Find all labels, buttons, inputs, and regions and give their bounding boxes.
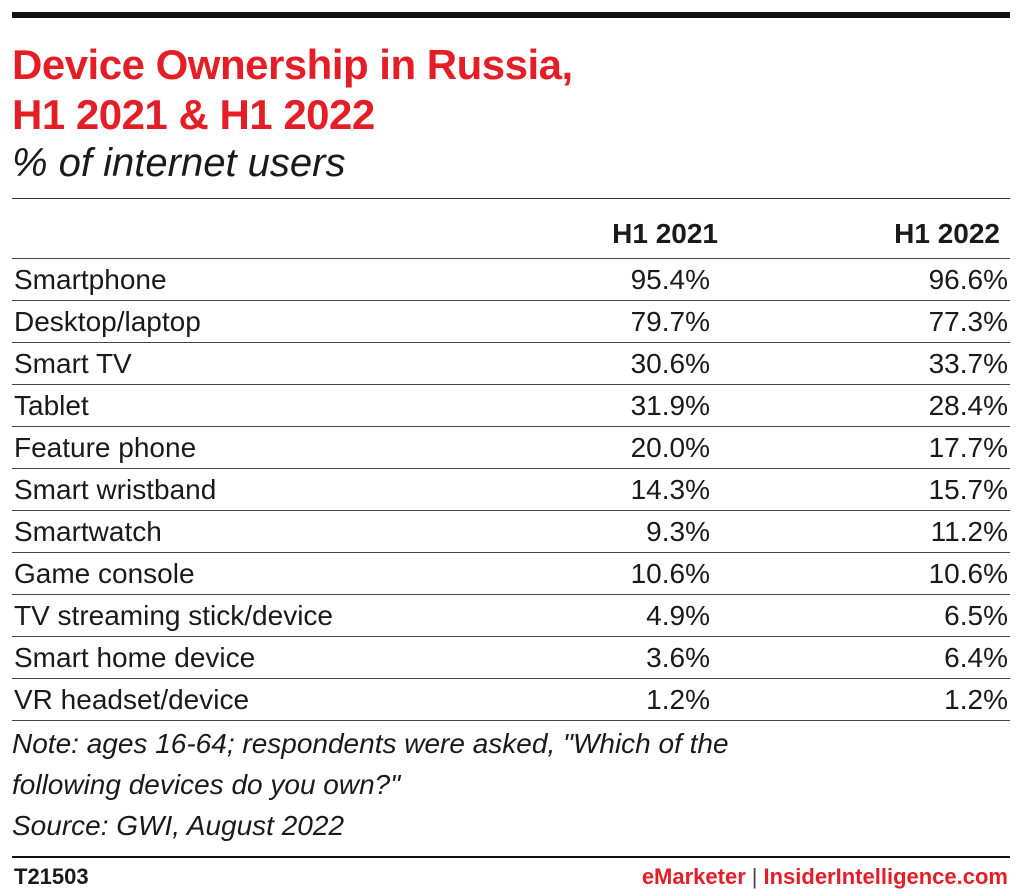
value-h1-2022: 17.7% bbox=[928, 432, 1008, 463]
value-h1-2021: 95.4% bbox=[630, 264, 710, 295]
table-header: H1 2021 H1 2022 bbox=[12, 209, 1010, 258]
value-h1-2022: 28.4% bbox=[928, 390, 1008, 421]
value-h1-2021: 9.3% bbox=[646, 516, 710, 547]
value-h1-2022: 96.6% bbox=[928, 264, 1008, 295]
value-h1-2022: 6.5% bbox=[944, 600, 1008, 631]
brand-insiderintelligence: InsiderIntelligence.com bbox=[763, 864, 1008, 889]
brand-separator: | bbox=[751, 864, 758, 889]
value-h1-2022: 15.7% bbox=[928, 474, 1008, 505]
chart-note: Note: ages 16-64; respondents were asked… bbox=[12, 723, 1010, 846]
row-label: Smart home device bbox=[14, 642, 256, 673]
table-body: Smartphone 95.4% 96.6% Desktop/laptop 79.7% 7… bbox=[12, 259, 1010, 721]
value-h1-2021: 20.0% bbox=[630, 432, 710, 463]
table-row: VR headset/device 1.2% 1.2% bbox=[12, 679, 1010, 721]
value-h1-2022: 11.2% bbox=[930, 516, 1008, 547]
value-h1-2021: 14.3% bbox=[630, 474, 710, 505]
table-row: Feature phone 20.0% 17.7% bbox=[12, 427, 1010, 469]
table-row: Desktop/laptop 79.7% 77.3% bbox=[12, 301, 1010, 343]
table-row: Game console 10.6% 10.6% bbox=[12, 553, 1010, 595]
table-row: Smart TV 30.6% 33.7% bbox=[12, 343, 1010, 385]
chart-id: T21503 bbox=[14, 864, 89, 889]
row-label: Feature phone bbox=[14, 432, 197, 463]
value-h1-2021: 31.9% bbox=[630, 390, 710, 421]
value-h1-2021: 1.2% bbox=[646, 684, 710, 715]
footer: T21503 eMarketer | InsiderIntelligence.com bbox=[12, 860, 1010, 896]
row-label: Desktop/laptop bbox=[14, 306, 201, 337]
brand-emarketer: eMarketer bbox=[641, 864, 746, 889]
header-rule-top bbox=[12, 198, 1010, 199]
chart-card: Device Ownership in Russia, H1 2021 & H1… bbox=[12, 12, 1010, 896]
value-h1-2022: 6.4% bbox=[944, 642, 1008, 673]
top-rule bbox=[12, 12, 1010, 18]
value-h1-2021: 10.6% bbox=[630, 558, 710, 589]
value-h1-2022: 33.7% bbox=[928, 348, 1008, 379]
row-label: Smart wristband bbox=[14, 474, 217, 505]
table-row: Tablet 31.9% 28.4% bbox=[12, 385, 1010, 427]
source-line: Source: GWI, August 2022 bbox=[12, 810, 345, 841]
title-line-2: H1 2021 & H1 2022 bbox=[12, 91, 375, 138]
value-h1-2021: 3.6% bbox=[646, 642, 710, 673]
note-line-2: following devices do you own?" bbox=[12, 769, 401, 800]
row-label: Smartwatch bbox=[14, 516, 162, 547]
row-label: TV streaming stick/device bbox=[14, 600, 333, 631]
value-h1-2022: 10.6% bbox=[928, 558, 1008, 589]
table-row: Smartwatch 9.3% 11.2% bbox=[12, 511, 1010, 553]
row-label: Tablet bbox=[14, 390, 89, 421]
title-line-1: Device Ownership in Russia, bbox=[12, 41, 573, 88]
table-row: TV streaming stick/device 4.9% 6.5% bbox=[12, 595, 1010, 637]
value-h1-2022: 1.2% bbox=[944, 684, 1008, 715]
value-h1-2021: 79.7% bbox=[630, 306, 710, 337]
row-label: Game console bbox=[14, 558, 195, 589]
column-header-h1-2022: H1 2022 bbox=[894, 218, 1000, 249]
chart-subtitle: % of internet users bbox=[12, 141, 346, 185]
table-row: Smartphone 95.4% 96.6% bbox=[12, 259, 1010, 301]
brand: eMarketer | InsiderIntelligence.com bbox=[642, 864, 1008, 890]
table-row: Smart wristband 14.3% 15.7% bbox=[12, 469, 1010, 511]
table-row: Smart home device 3.6% 6.4% bbox=[12, 637, 1010, 679]
value-h1-2021: 4.9% bbox=[646, 600, 710, 631]
note-line-1: Note: ages 16-64; respondents were asked… bbox=[12, 728, 729, 759]
value-h1-2022: 77.3% bbox=[928, 306, 1008, 337]
value-h1-2021: 30.6% bbox=[630, 348, 710, 379]
row-label: Smart TV bbox=[14, 348, 132, 379]
row-label: Smartphone bbox=[14, 264, 167, 295]
column-header-h1-2021: H1 2021 bbox=[612, 218, 718, 249]
chart-title: Device Ownership in Russia, H1 2021 & H1… bbox=[12, 40, 1010, 140]
row-label: VR headset/device bbox=[14, 684, 250, 715]
header-rule-bottom bbox=[12, 258, 1010, 259]
footer-rule bbox=[12, 856, 1010, 858]
